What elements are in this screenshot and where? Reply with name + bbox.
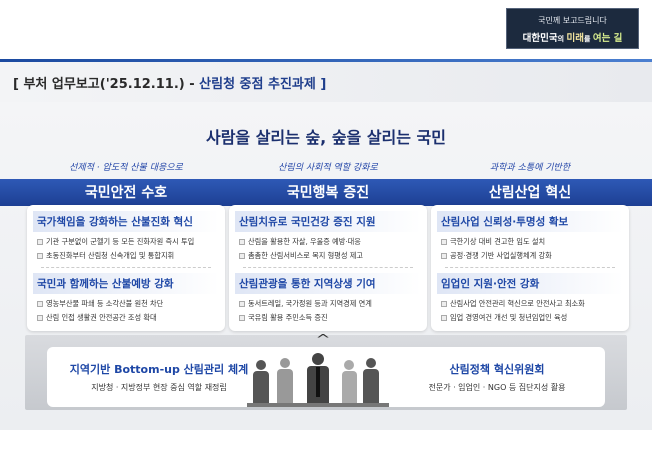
badge-text: 대한민국 [522,33,558,44]
list-item: 산림을 활용한 자살, 우울증 예방·대응 [235,235,421,249]
badge-text: 를 [583,35,593,43]
checkbox-icon [37,315,43,321]
column-title: 국민안전 수호 [84,185,168,201]
slogan-badge: 국민께 보고드립니다 대한민국의 미래를 여는 길 [506,8,639,49]
list-item: 산림 인접 생활권 안전공간 조성 확대 [33,311,219,325]
section-heading: 산림사업 신뢰성·투명성 확보 [437,211,623,232]
list-item: 영농부산물 파쇄 등 소각산불 원천 차단 [33,297,219,311]
divider [41,267,211,268]
item-text: 산림사업 안전관리 혁신으로 안전사고 최소화 [450,299,585,308]
list-item: 산림사업 안전관리 혁신으로 안전사고 최소화 [437,297,623,311]
item-text: 공정·경쟁 기반 사업실행체계 강화 [450,251,552,260]
item-text: 촘촘한 산림서비스로 복지 형평성 제고 [248,251,363,260]
bottom-inner: 지역기반 Bottom-up 산림관리 체계 지방청 · 지방정부 현장 중심 … [47,347,605,407]
badge-line2: 대한민국의 미래를 여는 길 [507,30,638,44]
checkbox-icon [239,315,245,321]
list-item: 임업 경영여건 개선 및 청년임업인 육성 [437,311,623,325]
meeting-people-illustration [247,353,389,407]
section-heading: 산림관광을 통한 지역상생 기여 [235,273,421,294]
item-text: 동서트레일, 국가정원 등과 지역경제 연계 [248,299,372,308]
item-text: 초동진화부터 산림청 신속개입 및 통합지휘 [46,251,175,260]
badge-text: 여는 길 [592,33,623,44]
list-item: 공정·경쟁 기반 사업실행체계 강화 [437,249,623,263]
list-item: 촘촘한 산림서비스로 복지 형평성 제고 [235,249,421,263]
badge-line1: 국민께 보고드립니다 [538,16,607,25]
item-text: 임업 경영여건 개선 및 청년임업인 육성 [450,313,568,322]
list-item: 초동진화부터 산림청 신속개입 및 통합지휘 [33,249,219,263]
item-text: 산림을 활용한 자살, 우울증 예방·대응 [248,237,361,246]
section-heading: 산림치유로 국민건강 증진 지원 [235,211,421,232]
checkbox-icon [37,253,43,259]
checkbox-icon [239,239,245,245]
item-text: 영농부산물 파쇄 등 소각산불 원천 차단 [46,299,164,308]
section-heading: 임업인 지원·안전 강화 [437,273,623,294]
list-item: 동서트레일, 국가정원 등과 지역경제 연계 [235,297,421,311]
column-subtitle: 선제적 · 압도적 산불 대응으로 [69,163,183,173]
column-subtitle: 산림의 사회적 역할 강화로 [278,163,378,173]
column-subtitle: 과학과 소통에 기반한 [489,163,571,173]
checkbox-icon [441,253,447,259]
checkbox-icon [441,239,447,245]
divider [445,267,615,268]
list-item: 기관 구분없이 군헬기 등 모든 진화자원 즉시 투입 [33,235,219,249]
bottom-right-sub: 전문가 · 임업인 · NGO 등 집단지성 활용 [428,383,566,392]
section-heading: 국민과 함께하는 산불예방 강화 [33,273,219,294]
column-band [0,179,652,206]
bottom-left-sub: 지방청 · 지방정부 현장 중심 역할 재정립 [91,383,227,392]
bottom-panel: ^ 지역기반 Bottom-up 산림관리 체계 지방청 · 지방정부 현장 중… [25,332,627,410]
caret-up-icon: ^ [315,332,331,346]
item-text: 국유림 활용 주민소득 증진 [248,313,328,322]
checkbox-icon [37,239,43,245]
item-text: 산림 인접 생활권 안전공간 조성 확대 [46,313,157,322]
checkbox-icon [37,301,43,307]
bottom-left: 지역기반 Bottom-up 산림관리 체계 지방청 · 지방정부 현장 중심 … [59,361,259,393]
checkbox-icon [441,315,447,321]
title-accent: 산림청 중점 추진과제 ] [199,77,327,92]
bottom-right-title: 산림정책 혁신위원회 [449,363,545,376]
bottom-left-title: 지역기반 Bottom-up 산림관리 체계 [69,363,249,376]
item-text: 극한기상 대비 견고한 임도 설치 [450,237,546,246]
column-title: 국민행복 증진 [286,185,370,201]
checkbox-icon [239,253,245,259]
page-title: [ 부처 업무보고('25.12.11.) - 산림청 중점 추진과제 ] [0,62,652,102]
checkbox-icon [239,301,245,307]
list-item: 국유림 활용 주민소득 증진 [235,311,421,325]
list-item: 극한기상 대비 견고한 임도 설치 [437,235,623,249]
bottom-right: 산림정책 혁신위원회 전문가 · 임업인 · NGO 등 집단지성 활용 [392,361,602,393]
divider [243,267,413,268]
checkbox-icon [441,301,447,307]
item-text: 기관 구분없이 군헬기 등 모든 진화자원 즉시 투입 [46,237,195,246]
title-prefix: [ 부처 업무보고('25.12.11.) - [13,77,200,92]
badge-text: 미래 [566,33,584,44]
headline: 사람을 살리는 숲, 숲을 살리는 국민 [205,128,446,147]
section-heading: 국가책임을 강화하는 산불진화 혁신 [33,211,219,232]
badge-text: 의 [557,35,567,43]
column-title: 산림산업 혁신 [488,185,572,201]
divider [0,59,652,62]
